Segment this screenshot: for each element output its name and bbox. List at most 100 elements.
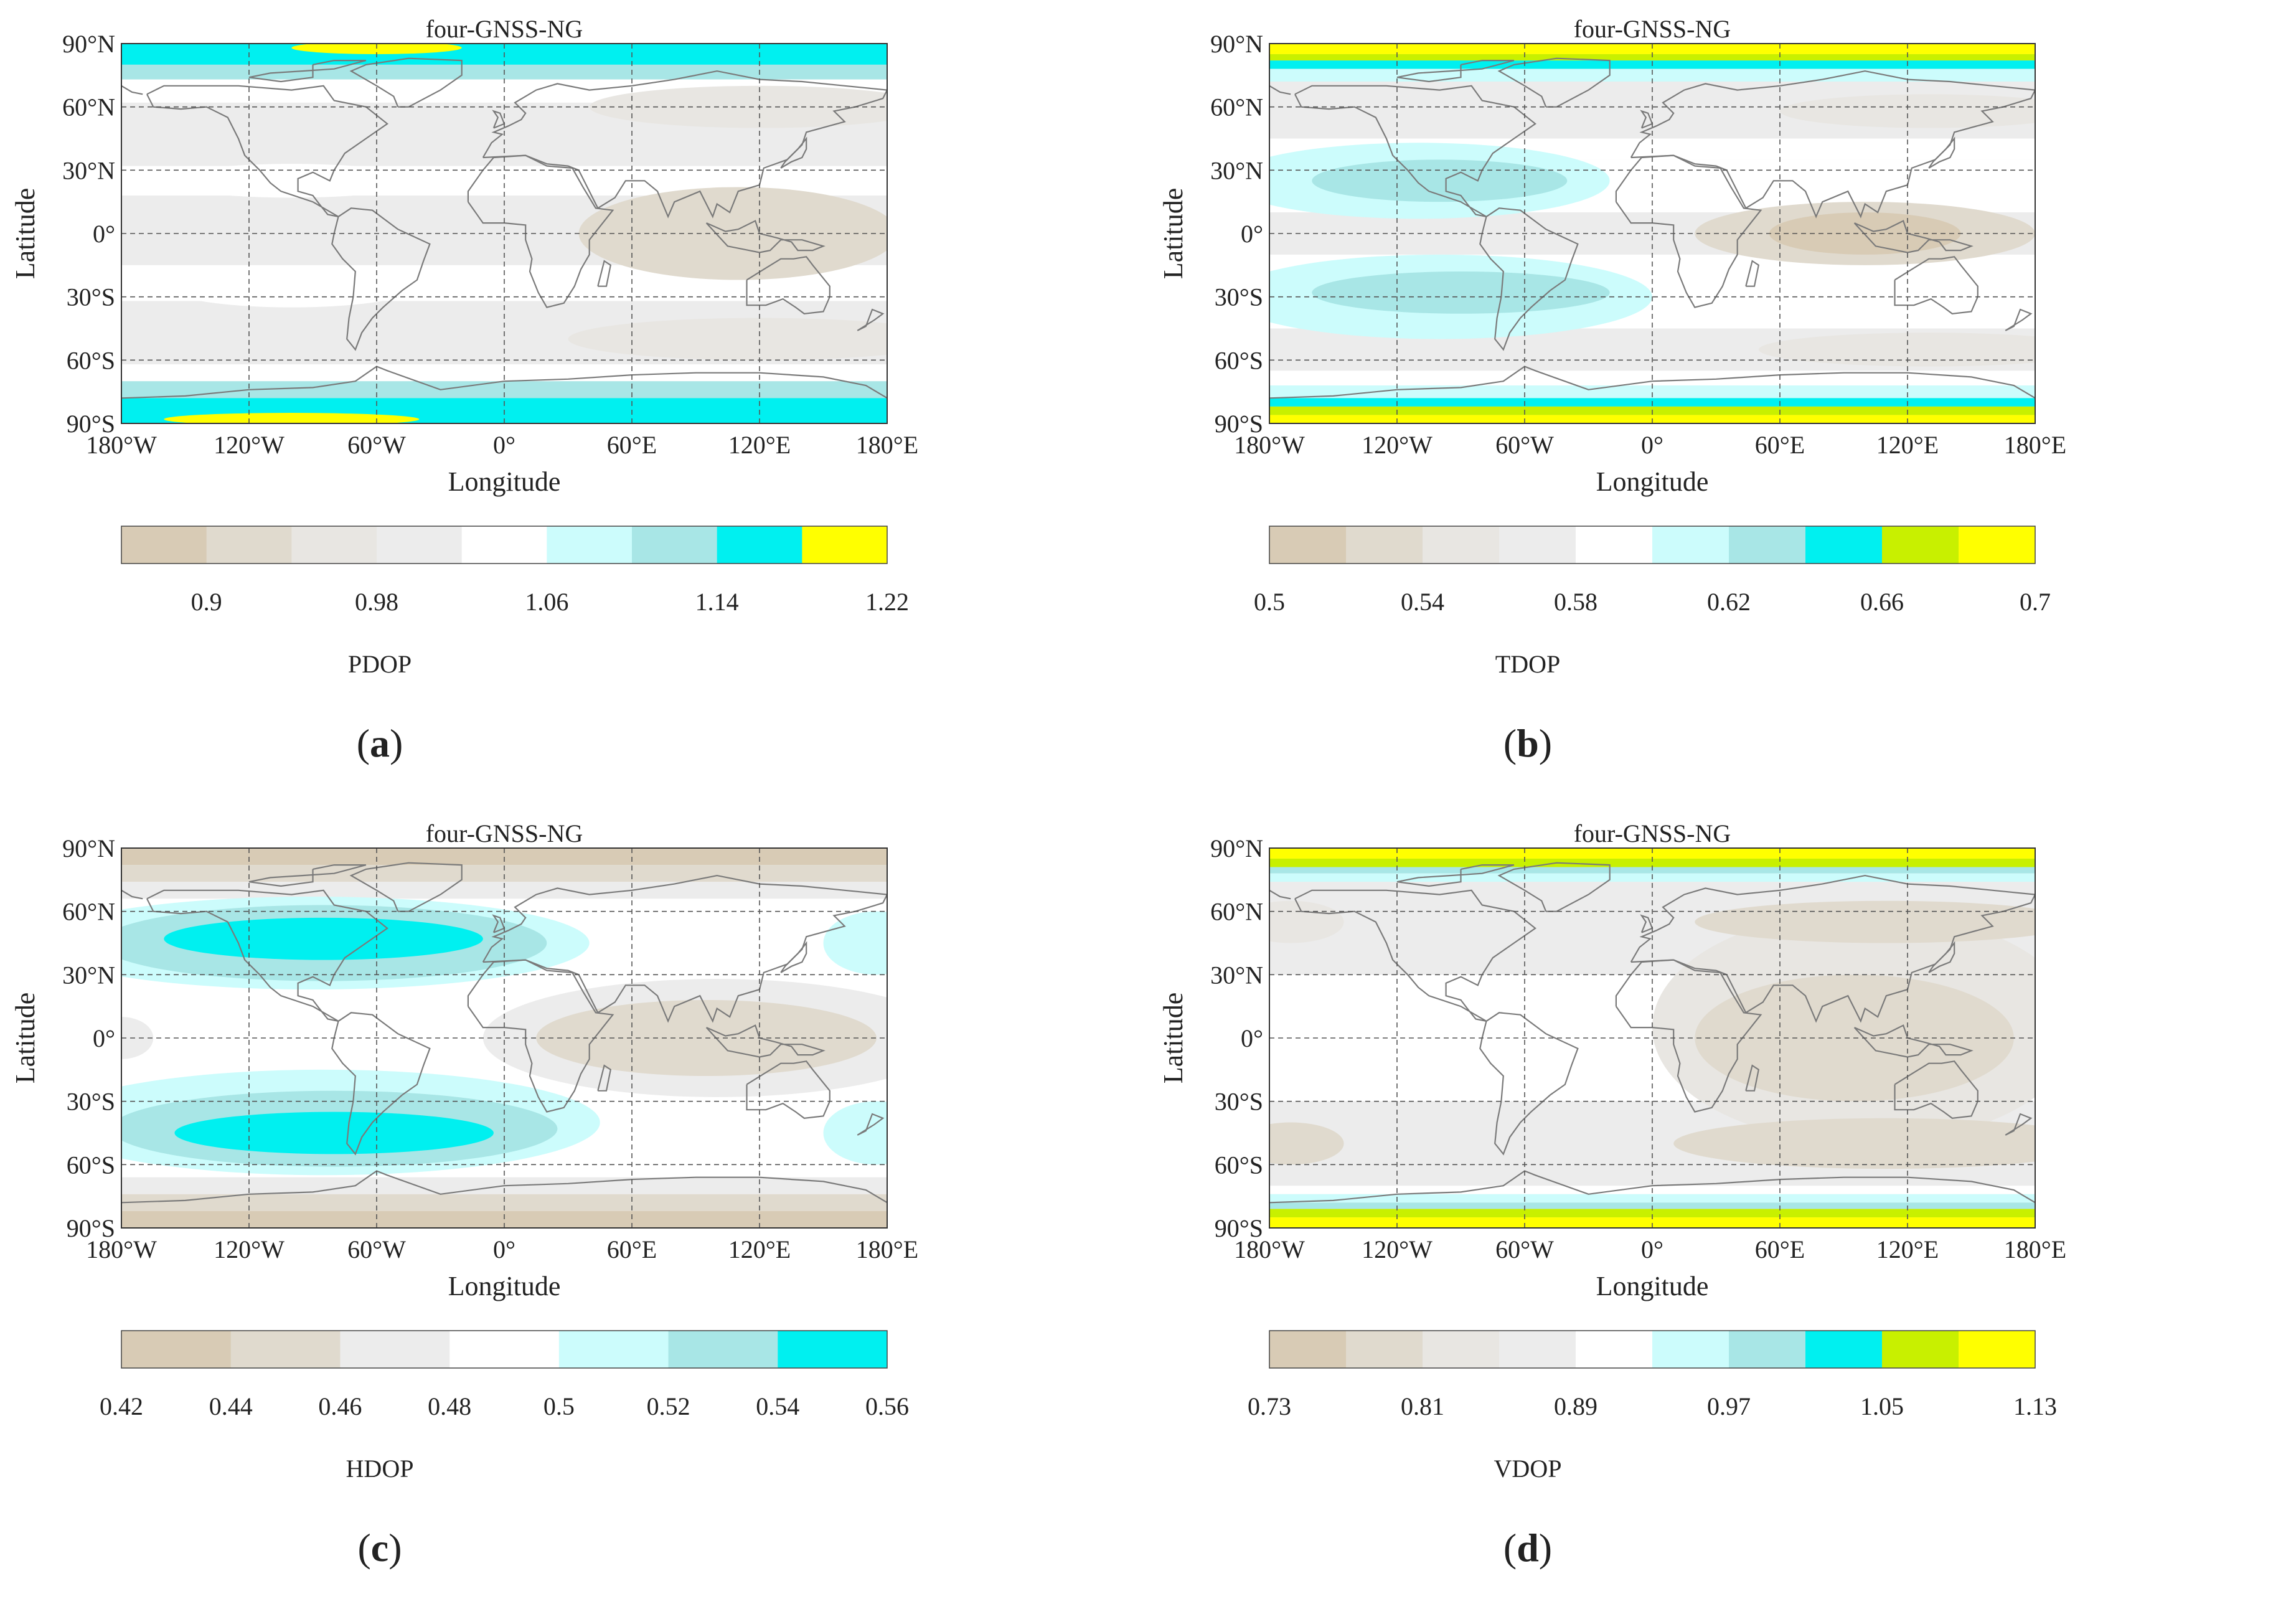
- panel-b-colorbar-frame: [1269, 526, 2036, 564]
- panel-d-colorbar-swatch: [1959, 1331, 2036, 1368]
- panel-a-coastline: [248, 60, 367, 83]
- panel-a-x-tick-label: 180°W: [86, 431, 157, 459]
- panel-c-y-tick-label: 90°N: [62, 834, 115, 862]
- panel-c-colorbar-swatch: [230, 1331, 341, 1368]
- panel-d-x-tick-label: 0°: [1641, 1235, 1663, 1263]
- panel-a-colorbar-tick-label: 0.98: [355, 588, 398, 616]
- panel-b-coastline: [1479, 207, 1579, 351]
- panel-b-coastline: [1640, 110, 1654, 129]
- panel-b-colorbar-tick-label: 0.7: [2020, 588, 2051, 616]
- panel-b-y-tick-label: 0°: [1241, 220, 1263, 248]
- panel-d-colorbar-frame: [1269, 1330, 2036, 1369]
- panel-a-colorbar-swatch: [291, 526, 377, 564]
- panel-a-colorbar-swatch: [377, 526, 463, 564]
- panel-c-colorbar-frame: [121, 1330, 888, 1369]
- panel-d-y-tick-label: 30°S: [1215, 1088, 1263, 1116]
- panel-b-coastline: [1630, 70, 2035, 219]
- panel-d-x-tick-label: 120°W: [1362, 1235, 1433, 1263]
- panel-b-colorbar-tick-label: 0.62: [1707, 588, 1751, 616]
- panel-a-y-axis-label: Latitude: [10, 188, 40, 280]
- panel-b-contour-region: [1780, 94, 2035, 128]
- panel-a-colorbar-tick-label: 1.06: [525, 588, 568, 616]
- panel-b-x-tick-label: 180°W: [1234, 431, 1305, 459]
- panel-a: four-GNSS-NG 180°W 120°W 60°W 0° 60°E 120°E 180…: [10, 15, 918, 765]
- panel-c-colorbar-tick-label: 0.5: [543, 1392, 575, 1420]
- panel-b-y-axis-label: Latitude: [1158, 188, 1188, 280]
- panel-c-colorbar: [121, 1330, 888, 1369]
- panel-b-y-tick-label: 30°N: [1210, 156, 1263, 184]
- panel-c-coastline: [482, 874, 887, 1023]
- panel-c-colorbar-swatch: [668, 1331, 778, 1368]
- panel-c-y-tick-label: 30°S: [67, 1088, 115, 1116]
- panel-c-colorbar-tick-label: 0.42: [100, 1392, 143, 1420]
- panel-c-colorbar-swatch: [558, 1331, 669, 1368]
- panel-b-colorbar-swatch: [1423, 526, 1500, 564]
- panel-d-y-tick-label: 30°N: [1210, 961, 1263, 989]
- panel-b-coastline: [1928, 136, 1955, 169]
- panel-c: four-GNSS-NG 180°W 120°W 60°W 0° 60°E 120°E 180…: [10, 819, 918, 1570]
- panel-a-caption: (a): [357, 721, 403, 765]
- panel-a-coastline: [121, 366, 887, 399]
- panel-b-colorbar: [1269, 526, 2036, 564]
- panel-b-colorbar-swatch: [1576, 526, 1653, 564]
- panel-b-colorbar-swatch: [1346, 526, 1423, 564]
- panel-d-y-tick-label: 90°N: [1210, 834, 1263, 862]
- panel-d-x-tick-label: 120°E: [1876, 1235, 1939, 1263]
- panel-b-x-tick-label: 120°E: [1876, 431, 1939, 459]
- panel-a-x-tick-label: 60°W: [347, 431, 406, 459]
- panel-c-coastlines: [121, 862, 887, 1204]
- panel-d-title: four-GNSS-NG: [1574, 819, 1731, 847]
- panel-d-coastline: [2005, 1113, 2033, 1136]
- panel-b-y-tick-label: 60°N: [1210, 93, 1263, 121]
- panel-c-coastline: [597, 1064, 612, 1092]
- panel-a-y-tick-label: 30°S: [67, 283, 115, 311]
- panel-b-coastline: [1853, 220, 1974, 253]
- panel-d-contour-band: [1269, 1209, 2035, 1218]
- panel-a-y-tick-label: 90°N: [62, 30, 115, 58]
- panel-b-colorbar-swatch: [1652, 526, 1729, 564]
- panel-a-gridlines: [121, 44, 887, 423]
- panel-b: four-GNSS-NG 180°W 120°W 60°W 0° 60°E 120°E 180…: [1158, 15, 2066, 765]
- panel-a-title: four-GNSS-NG: [426, 15, 583, 43]
- panel-c-x-tick-label: 180°E: [856, 1235, 918, 1263]
- panel-c-y-axis-label: Latitude: [10, 993, 40, 1084]
- panel-a-colorbar-swatch: [206, 526, 292, 564]
- panel-a-y-tick-label: 60°S: [67, 346, 115, 374]
- panel-a-colorbar-tick-label: 1.14: [695, 588, 739, 616]
- panel-c-coastline: [248, 864, 367, 887]
- panel-a-coastline: [482, 70, 887, 219]
- panel-a-x-tick-label: 0°: [493, 431, 515, 459]
- panel-b-colorbar-swatch: [1269, 526, 1347, 564]
- panel-b-coastline: [1294, 85, 1536, 217]
- panel-d-colorbar-swatch: [1729, 1331, 1806, 1368]
- panel-c-y-tick-label: 0°: [93, 1024, 115, 1052]
- panel-a-colorbar-tick-label: 1.22: [865, 588, 909, 616]
- panel-d-colorbar-tick-label: 1.05: [1860, 1392, 1904, 1420]
- panel-a-colorbar-swatch: [717, 526, 802, 564]
- panel-d-colorbar-swatch: [1576, 1331, 1653, 1368]
- panel-c-y-tick-label: 60°N: [62, 898, 115, 926]
- panel-a-colorbar-swatch: [547, 526, 633, 564]
- panel-b-contour-region: [1758, 333, 2035, 367]
- panel-c-caption-letter: c: [371, 1526, 388, 1570]
- panel-d-colorbar-tick-label: 0.89: [1554, 1392, 1597, 1420]
- panel-d-y-axis-label: Latitude: [1158, 993, 1188, 1084]
- panel-d-colorbar: [1269, 1330, 2036, 1369]
- panel-c-y-tick-label: 60°S: [67, 1151, 115, 1179]
- panel-d-gridlines: [1269, 848, 2035, 1228]
- panel-d-contour-band: [1269, 848, 2035, 859]
- panel-d-coastline: [1396, 864, 1515, 887]
- panel-b-contour-band: [1269, 54, 2035, 61]
- panel-a-coastline: [121, 85, 143, 95]
- panel-d-coastline: [1294, 889, 1536, 1022]
- panel-c-x-tick-label: 0°: [493, 1235, 515, 1263]
- panel-c-colorbar-tick-label: 0.52: [647, 1392, 690, 1420]
- panel-a-x-axis-label: Longitude: [448, 466, 561, 497]
- panel-b-colorbar-swatch: [1499, 526, 1576, 564]
- panel-b-colorbar-label: TDOP: [1495, 650, 1560, 678]
- panel-a-y-tick-label: 0°: [93, 220, 115, 248]
- panel-c-colorbar-tick-label: 0.44: [209, 1392, 253, 1420]
- panel-c-y-tick-label: 30°N: [62, 961, 115, 989]
- panel-d-x-tick-label: 60°W: [1495, 1235, 1554, 1263]
- panel-d-y-tick-label: 60°N: [1210, 898, 1263, 926]
